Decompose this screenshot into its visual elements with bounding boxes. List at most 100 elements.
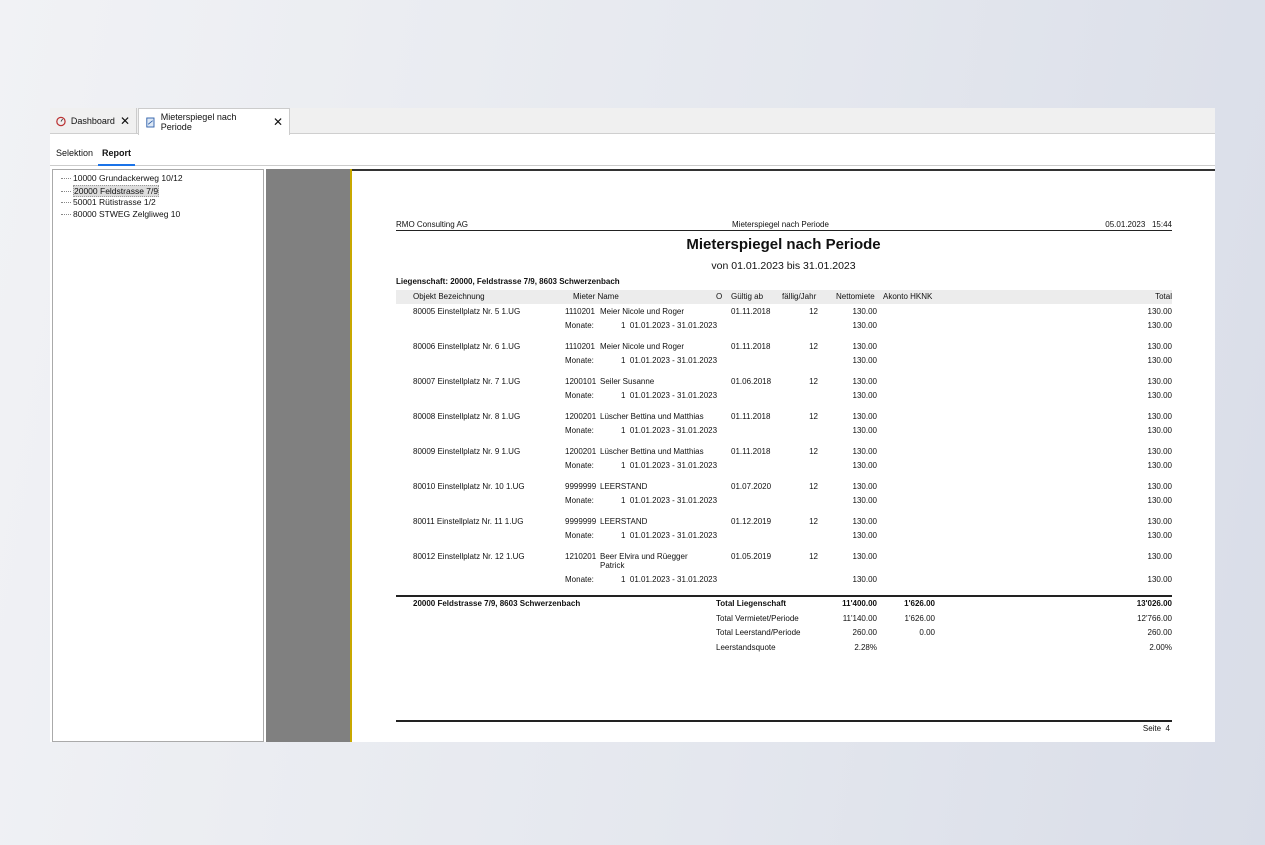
page-number: Seite 4 xyxy=(1142,724,1170,733)
company-name: RMO Consulting AG xyxy=(396,220,469,229)
subtab-report[interactable]: Report xyxy=(98,148,135,166)
report-title: Mieterspiegel nach Periode xyxy=(686,236,881,253)
total-netto: 11'140.00 xyxy=(842,613,877,623)
tree-item-selected[interactable]: 20000 Feldstrasse 7/9 xyxy=(61,185,160,197)
monate-label: Monate: xyxy=(565,496,594,505)
tab-bar: Dashboard ✕ Mieterspiegel nach Periode ✕ xyxy=(50,108,1215,135)
row-total: 130.00 xyxy=(1147,552,1172,561)
total-total: 12'766.00 xyxy=(1137,613,1172,623)
total-akonto: 1'626.00 xyxy=(904,613,935,623)
row-netto: 130.00 xyxy=(852,447,877,456)
row-mieter-nr: 1110201 xyxy=(565,307,595,316)
row-faellig: 12 xyxy=(809,412,818,421)
total-label: Total Vermietet/Periode xyxy=(716,613,799,623)
tree-item[interactable]: 50001 Rütistrasse 1/2 xyxy=(61,197,156,207)
app-window: Dashboard ✕ Mieterspiegel nach Periode ✕… xyxy=(50,108,1215,742)
monate-period: 1 01.01.2023 - 31.01.2023 xyxy=(621,496,718,505)
close-icon[interactable]: ✕ xyxy=(119,114,130,128)
tree-item[interactable]: 80000 STWEG Zelgliweg 10 xyxy=(61,209,180,219)
row-mieter: Meier Nicole und Roger xyxy=(600,342,685,351)
row-mieter-nr: 1210201 xyxy=(565,552,597,561)
report-icon xyxy=(146,117,155,127)
monate-label: Monate: xyxy=(565,321,594,330)
monate-period: 1 01.01.2023 - 31.01.2023 xyxy=(621,461,718,470)
row-netto: 130.00 xyxy=(852,552,877,561)
monate-period: 1 01.01.2023 - 31.01.2023 xyxy=(621,321,718,330)
monate-label: Monate: xyxy=(565,426,594,435)
report-datetime: 05.01.2023 15:44 xyxy=(1105,220,1172,229)
row-faellig: 12 xyxy=(809,307,818,316)
row-netto: 130.00 xyxy=(852,412,877,421)
row-objekt: 80005 Einstellplatz Nr. 5 1.UG xyxy=(413,307,521,316)
row-netto: 130.00 xyxy=(852,307,877,316)
row-objekt: 80010 Einstellplatz Nr. 10 1.UG xyxy=(413,482,525,491)
total-netto: 11'400.00 xyxy=(842,599,877,608)
row-objekt: 80011 Einstellplatz Nr. 11 1.UG xyxy=(413,517,524,526)
property-tree: 10000 Grundackerweg 10/12 20000 Feldstra… xyxy=(52,169,264,742)
row-mieter: Lüscher Bettina und Matthias xyxy=(600,447,704,456)
row-faellig: 12 xyxy=(809,377,818,386)
row-gueltig: 01.12.2019 xyxy=(731,517,772,526)
total-total: 2.00% xyxy=(1149,642,1172,652)
row-mieter-cont: Patrick xyxy=(600,561,625,570)
tab-dashboard[interactable]: Dashboard ✕ xyxy=(50,108,137,134)
row-total: 130.00 xyxy=(1147,377,1172,386)
monate-total: 130.00 xyxy=(1147,321,1172,330)
row-mieter-nr: 9999999 xyxy=(565,482,597,491)
monate-period: 1 01.01.2023 - 31.01.2023 xyxy=(621,391,718,400)
monate-label: Monate: xyxy=(565,356,594,365)
monate-total: 130.00 xyxy=(1147,575,1172,584)
row-gueltig: 01.05.2019 xyxy=(731,552,772,561)
col-o: O xyxy=(716,292,723,301)
page-edge xyxy=(350,169,352,742)
report-page: RMO Consulting AG Mieterspiegel nach Per… xyxy=(352,169,1215,742)
row-objekt: 80007 Einstellplatz Nr. 7 1.UG xyxy=(413,377,521,386)
row-netto: 130.00 xyxy=(852,517,877,526)
row-gueltig: 01.11.2018 xyxy=(731,307,771,316)
total-label: Total Leerstand/Periode xyxy=(716,628,801,637)
monate-label: Monate: xyxy=(565,575,594,584)
subtab-bar: Selektion Report xyxy=(50,134,1215,166)
report-subtitle: von 01.01.2023 bis 31.01.2023 xyxy=(711,260,856,272)
dashboard-icon xyxy=(56,116,66,126)
row-gueltig: 01.11.2018 xyxy=(731,447,771,456)
monate-period: 1 01.01.2023 - 31.01.2023 xyxy=(621,356,718,365)
row-netto: 130.00 xyxy=(852,342,877,351)
row-gueltig: 01.11.2018 xyxy=(731,342,771,351)
close-icon[interactable]: ✕ xyxy=(272,115,283,129)
row-mieter-nr: 9999999 xyxy=(565,517,597,526)
tab-label: Mieterspiegel nach Periode xyxy=(160,112,237,132)
total-total: 260.00 xyxy=(1147,628,1172,637)
total-total: 13'026.00 xyxy=(1136,599,1172,608)
preview-margin xyxy=(266,169,350,742)
row-total: 130.00 xyxy=(1147,342,1172,351)
monate-total: 130.00 xyxy=(1147,461,1172,470)
total-netto: 260.00 xyxy=(852,628,877,637)
column-header xyxy=(396,290,1172,304)
row-mieter-nr: 1200101 xyxy=(565,377,597,386)
subtab-selektion[interactable]: Selektion xyxy=(56,148,94,158)
tree-item[interactable]: 10000 Grundackerweg 10/12 xyxy=(61,173,183,183)
row-objekt: 80012 Einstellplatz Nr. 12 1.UG xyxy=(413,552,525,561)
summary-property: 20000 Feldstrasse 7/9, 8603 Schwerzenbac… xyxy=(413,599,581,608)
row-total: 130.00 xyxy=(1147,412,1172,421)
monate-netto: 130.00 xyxy=(852,496,877,505)
monate-period: 1 01.01.2023 - 31.01.2023 xyxy=(621,426,718,435)
row-total: 130.00 xyxy=(1147,307,1172,316)
monate-total: 130.00 xyxy=(1147,391,1172,400)
row-total: 130.00 xyxy=(1147,447,1172,456)
monate-netto: 130.00 xyxy=(852,575,877,584)
monate-label: Monate: xyxy=(565,531,594,540)
row-faellig: 12 xyxy=(809,342,818,351)
row-faellig: 12 xyxy=(809,517,818,526)
row-netto: 130.00 xyxy=(852,482,877,491)
monate-total: 130.00 xyxy=(1147,531,1172,540)
row-gueltig: 01.11.2018 xyxy=(731,412,771,421)
row-mieter: LEERSTAND xyxy=(600,482,648,491)
row-objekt: 80008 Einstellplatz Nr. 8 1.UG xyxy=(413,412,521,421)
row-faellig: 12 xyxy=(809,552,818,561)
col-objekt: Objekt Bezeichnung xyxy=(413,292,485,301)
row-faellig: 12 xyxy=(809,447,818,456)
tab-mieterspiegel[interactable]: Mieterspiegel nach Periode ✕ xyxy=(138,108,290,135)
total-akonto: 1'626.00 xyxy=(904,599,935,608)
